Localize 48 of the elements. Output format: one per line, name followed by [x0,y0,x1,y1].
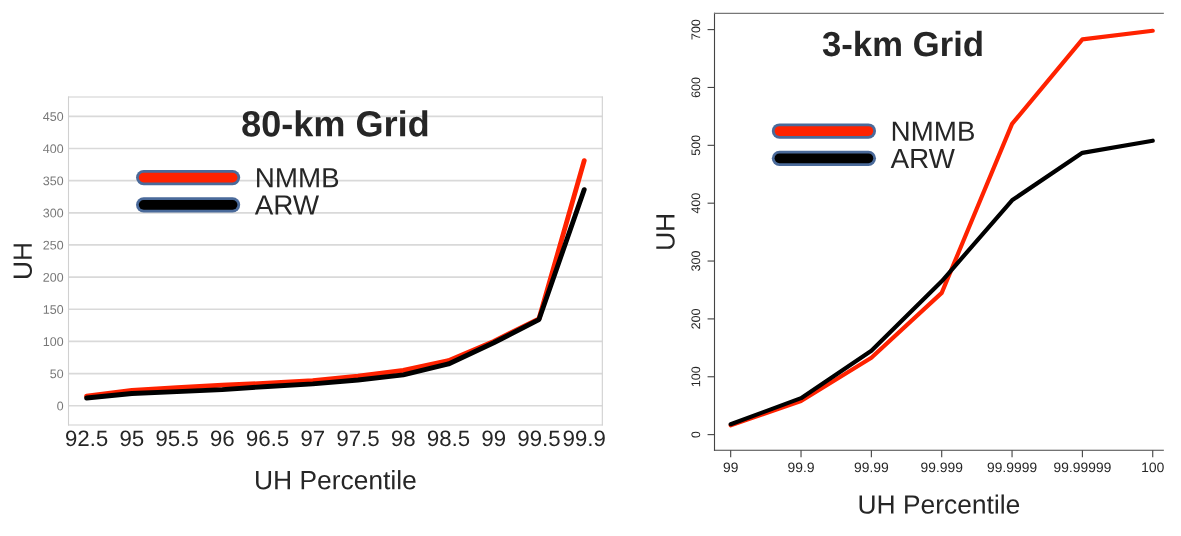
y-tick-label: 250 [43,240,64,250]
x-tick-label: 97.5 [337,430,379,447]
x-tick-label: 99 [723,462,738,473]
x-tick-label: 95.5 [156,430,198,447]
y-tick-label: 300 [43,208,64,218]
x-tick-label: 99.9 [788,462,814,473]
y-tick-label: 400 [691,193,701,214]
x-tick-label: 96 [210,430,234,447]
x-tick-label: 99.99 [854,462,889,473]
y-tick-label: 600 [691,77,701,98]
legend-label: NMMB [257,168,339,188]
x-axis-title: UH Percentile [256,470,416,490]
y-tick-label: 0 [57,401,64,411]
x-tick-label: 100 [1142,462,1164,473]
y-tick-label: 400 [43,144,64,154]
y-tick-label: 100 [43,337,64,347]
y-tick-label: 300 [691,251,701,271]
legend-label: ARW [890,148,955,169]
y-tick-label: 200 [43,272,64,282]
y-tick-label: 200 [691,308,701,329]
x-tick-label: 99.5 [518,430,560,447]
chart-title: 80-km Grid [242,110,428,137]
x-tick-label: 99.9 [563,430,605,447]
y-tick-label: 450 [43,112,64,121]
y-tick-label: 50 [50,369,64,379]
x-tick-label: 99.99999 [1054,462,1111,473]
x-tick-label: 99 [482,430,506,447]
y-tick-label: 500 [691,135,701,156]
legend-label: ARW [254,195,319,215]
x-tick-label: 95 [120,430,144,447]
x-tick-label: 99.9999 [987,462,1037,473]
x-tick-label: 98.5 [427,430,470,447]
chart-title: 3-km Grid [822,30,982,57]
x-tick-label: 92.5 [66,430,108,447]
y-axis-title: UH [13,244,33,279]
y-tick-label: 0 [691,431,701,438]
y-tick-label: 100 [691,366,701,387]
x-tick-label: 96.5 [246,430,289,447]
x-tick-label: 99.999 [921,462,963,473]
x-tick-label: 97 [301,430,325,447]
legend-label: NMMB [892,121,974,141]
y-tick-label: 150 [43,305,64,314]
y-tick-label: 700 [691,19,701,40]
y-tick-label: 350 [43,176,64,186]
y-axis-title: UH [656,214,675,249]
x-tick-label: 98 [391,430,415,447]
line-series [728,28,1155,428]
x-axis-title: UH Percentile [859,494,1020,514]
